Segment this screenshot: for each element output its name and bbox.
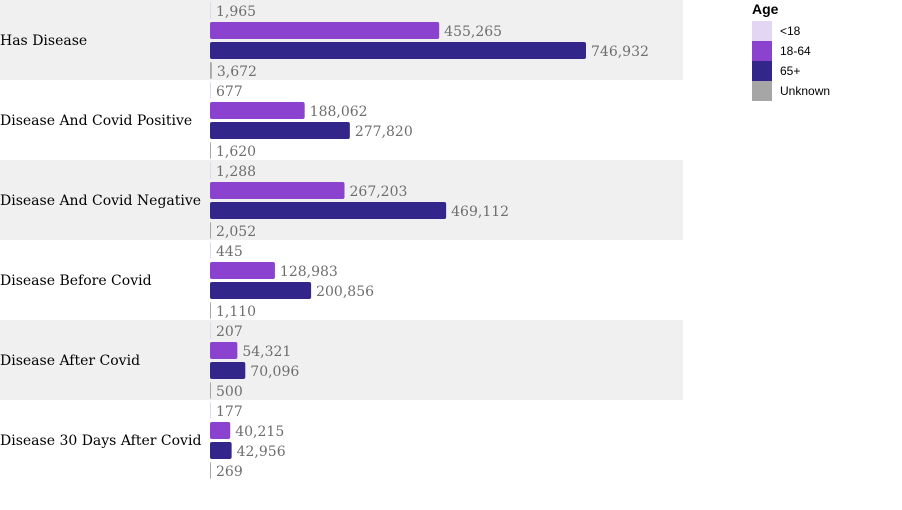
- data-label: 455,265: [444, 24, 502, 40]
- bar: [210, 222, 212, 239]
- data-label: 1,110: [216, 304, 256, 320]
- bar: [210, 182, 345, 199]
- data-label: 70,096: [250, 364, 299, 380]
- legend-item-unknown[interactable]: Unknown: [752, 81, 830, 101]
- bar: [210, 102, 305, 119]
- data-label: 677: [216, 84, 243, 100]
- legend-label: Unknown: [780, 84, 831, 98]
- legend-label: <18: [780, 24, 801, 38]
- data-label: 1,620: [216, 144, 256, 160]
- data-label: 207: [216, 324, 243, 340]
- bar: [210, 362, 246, 379]
- bar: [210, 62, 212, 79]
- bar: [210, 202, 447, 219]
- data-label: 500: [216, 384, 243, 400]
- bar: [210, 42, 586, 59]
- bar: [210, 402, 211, 419]
- category-label: Disease And Covid Negative: [0, 193, 201, 209]
- category-label: Disease After Covid: [0, 353, 140, 369]
- row-band: [0, 0, 683, 80]
- data-label: 1,965: [216, 4, 256, 20]
- legend-label: 65+: [780, 64, 801, 78]
- legend-swatch: [752, 81, 772, 101]
- bar: [210, 422, 231, 439]
- bar: [210, 242, 211, 259]
- bar: [210, 122, 350, 139]
- legend-item-65-plus[interactable]: 65+: [752, 61, 830, 81]
- bar: [210, 462, 211, 479]
- data-label: 469,112: [451, 204, 509, 220]
- row-band: [0, 320, 683, 400]
- bar: [210, 302, 211, 319]
- bar: [210, 382, 211, 399]
- category-label: Disease Before Covid: [0, 273, 152, 289]
- legend-item-under-18[interactable]: <18: [752, 21, 830, 41]
- category-label: Disease And Covid Positive: [0, 113, 192, 129]
- bar: [210, 162, 211, 179]
- legend-item-18-64[interactable]: 18-64: [752, 41, 830, 61]
- bar: [210, 322, 211, 339]
- category-label: Disease 30 Days After Covid: [0, 433, 201, 449]
- bar: [210, 142, 211, 159]
- data-label: 277,820: [355, 124, 413, 140]
- data-label: 3,672: [217, 64, 257, 80]
- category-label: Has Disease: [0, 33, 87, 49]
- bar: [210, 82, 211, 99]
- legend-swatch: [752, 41, 772, 61]
- data-label: 40,215: [235, 424, 284, 440]
- data-label: 128,983: [280, 264, 338, 280]
- data-label: 1,288: [216, 164, 256, 180]
- data-label: 177: [216, 404, 243, 420]
- data-label: 42,956: [237, 444, 286, 460]
- bar: [210, 2, 211, 19]
- bar: [210, 22, 440, 39]
- bar: [210, 442, 232, 459]
- legend-swatch: [752, 21, 772, 41]
- legend-swatch: [752, 61, 772, 81]
- bar: [210, 282, 312, 299]
- legend: Age <18 18-64 65+ Unknown: [752, 0, 830, 101]
- legend-title: Age: [752, 1, 779, 17]
- data-label: 267,203: [350, 184, 408, 200]
- data-label: 2,052: [216, 224, 256, 240]
- legend-label: 18-64: [780, 44, 811, 58]
- data-label: 54,321: [242, 344, 291, 360]
- row-band: [0, 160, 683, 240]
- bar: [210, 262, 275, 279]
- data-label: 200,856: [316, 284, 374, 300]
- data-label: 445: [216, 244, 243, 260]
- data-label: 746,932: [591, 44, 649, 60]
- data-label: 269: [216, 464, 243, 480]
- data-label: 188,062: [310, 104, 368, 120]
- bar: [210, 342, 238, 359]
